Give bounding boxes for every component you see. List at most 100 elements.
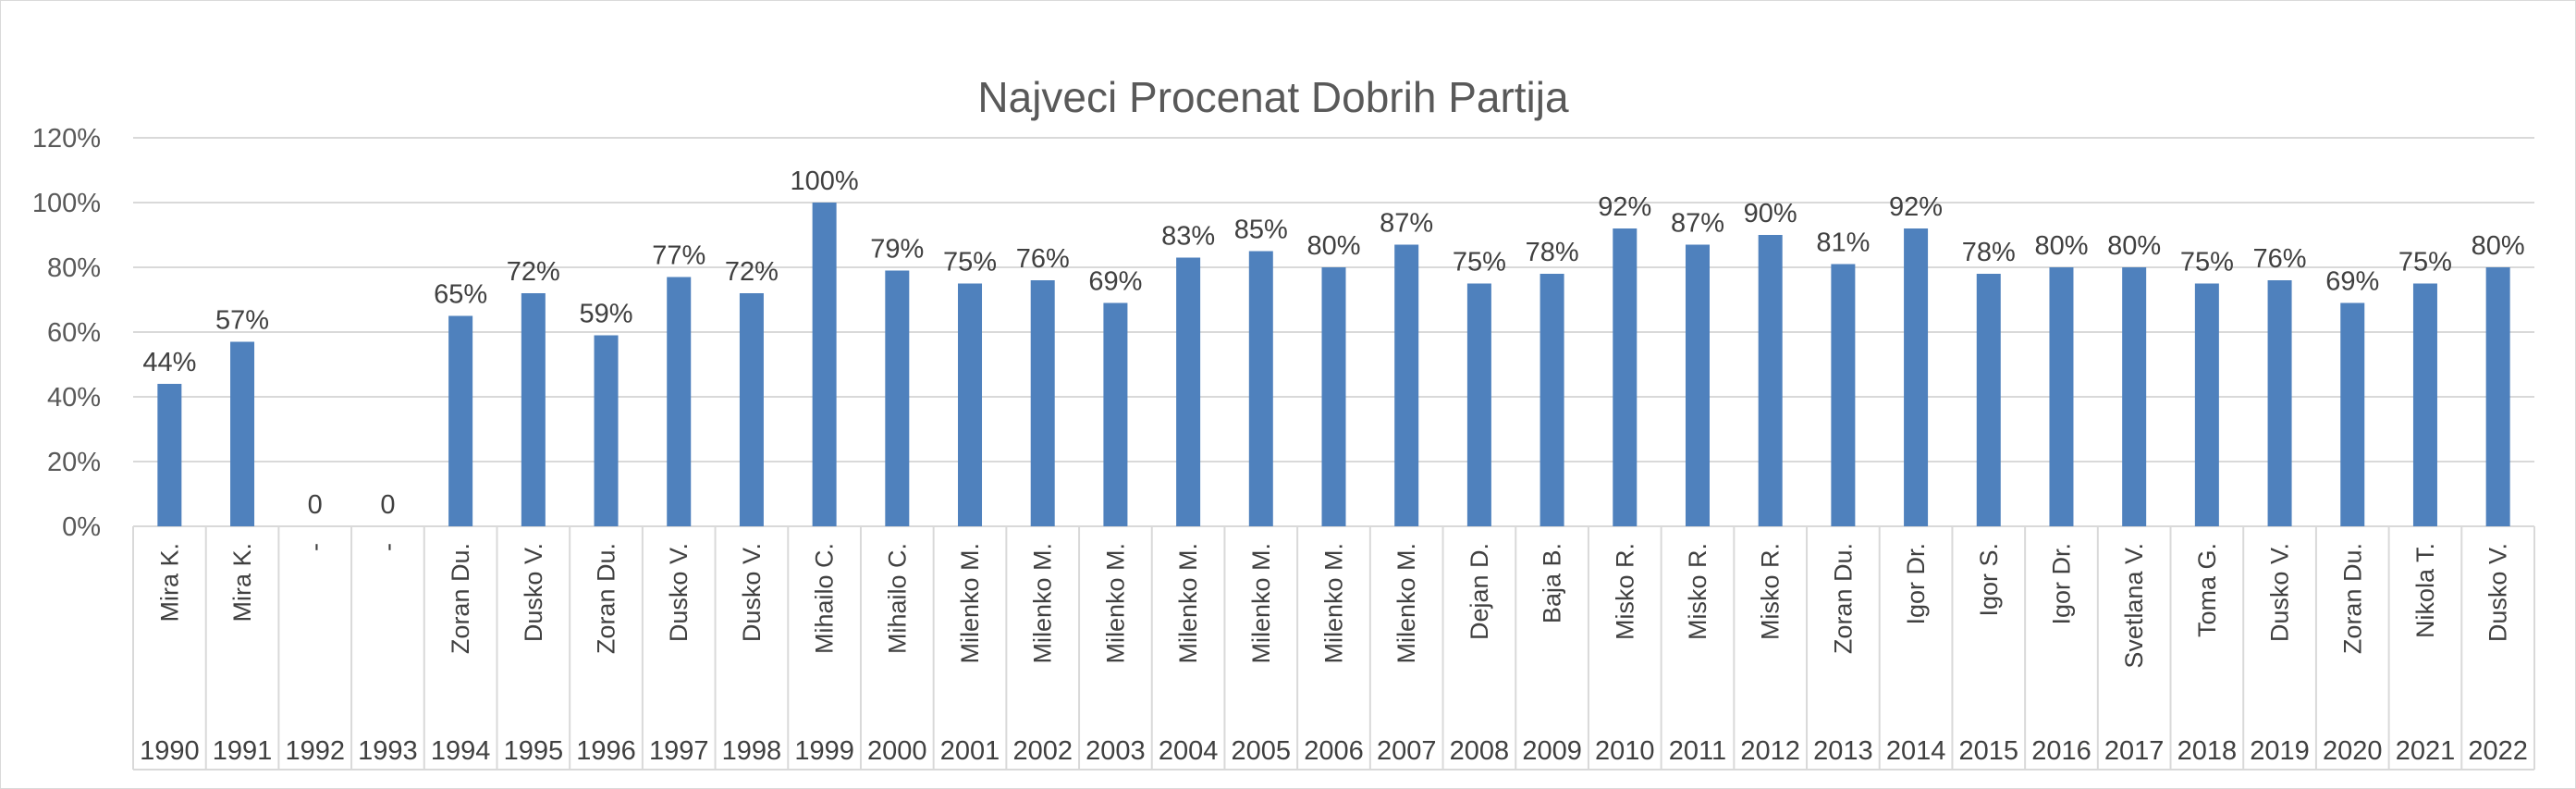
- category-year-label: 2006: [1304, 736, 1364, 766]
- category-name-label: Baja B.: [1539, 543, 1566, 623]
- category-name-label: Dusko V.: [665, 543, 693, 642]
- bar: [521, 293, 546, 526]
- data-label: 72%: [507, 257, 560, 287]
- category-year-label: 2007: [1377, 736, 1437, 766]
- bar: [1613, 228, 1638, 526]
- category-name-label: Igor S.: [1975, 543, 2003, 617]
- category-year-label: 1995: [504, 736, 564, 766]
- y-tick-label: 80%: [47, 253, 101, 283]
- y-tick-label: 100%: [32, 189, 101, 218]
- bar: [1321, 267, 1346, 526]
- bar: [2485, 267, 2510, 526]
- category-name-label: Igor Dr.: [1902, 543, 1930, 625]
- y-axis-ticks: 0% 20% 40% 60% 80% 100% 120%: [32, 124, 101, 542]
- category-name-label: Dusko V.: [2484, 543, 2512, 642]
- bar: [230, 341, 255, 526]
- bar: [1248, 251, 1273, 526]
- category-name-label: Milenko M.: [1392, 543, 1420, 664]
- category-name-label: Igor Dr.: [2047, 543, 2075, 625]
- category-year-label: 2001: [940, 736, 1000, 766]
- category-name-label: Dusko V.: [2266, 543, 2294, 642]
- category-name-label: Misko R.: [1757, 543, 1785, 640]
- category-year-label: 2003: [1086, 736, 1146, 766]
- bar: [2267, 280, 2292, 526]
- category-year-label: 2020: [2323, 736, 2383, 766]
- category-name-label: Zoran Du.: [447, 543, 474, 654]
- data-label: 87%: [1380, 209, 1433, 239]
- category-year-label: 2013: [1813, 736, 1873, 766]
- category-name-label: Milenko M.: [1247, 543, 1275, 664]
- category-year-label: 2002: [1012, 736, 1073, 766]
- data-label: 83%: [1161, 222, 1215, 252]
- category-name-label: Zoran Du.: [2338, 543, 2366, 654]
- data-label: 44%: [142, 348, 196, 377]
- category-name-label: Dusko V.: [520, 543, 547, 642]
- bar: [1030, 280, 1055, 526]
- category-name-label: Zoran Du.: [1829, 543, 1857, 654]
- data-label: 85%: [1234, 216, 1288, 245]
- category-name-label: Toma G.: [2193, 543, 2221, 637]
- data-label: 87%: [1671, 209, 1724, 239]
- data-label: 80%: [2107, 231, 2161, 261]
- data-label: 92%: [1889, 192, 1943, 222]
- bar: [1976, 274, 2001, 526]
- y-tick-label: 20%: [47, 448, 101, 477]
- category-year-label: 2015: [1959, 736, 2019, 766]
- data-label: 80%: [2034, 231, 2088, 261]
- category-name-label: Milenko M.: [1101, 543, 1129, 664]
- category-name-label: Mira K.: [155, 543, 183, 623]
- category-name-label: Milenko M.: [956, 543, 984, 664]
- category-year-label: 2021: [2396, 736, 2456, 766]
- category-name-label: Mira K.: [228, 543, 256, 623]
- data-label: 81%: [1816, 228, 1870, 258]
- category-year-label: 1998: [722, 736, 782, 766]
- bar: [448, 315, 473, 526]
- bar: [594, 335, 619, 526]
- category-name-label: Dusko V.: [738, 543, 766, 642]
- data-label: 57%: [215, 306, 269, 336]
- bar: [2194, 283, 2219, 526]
- category-year-label: 1994: [431, 736, 491, 766]
- category-year-label: 1991: [213, 736, 273, 766]
- category-year-label: 1993: [358, 736, 418, 766]
- bar: [667, 277, 692, 526]
- data-label: 0: [308, 490, 323, 520]
- bar: [885, 270, 910, 526]
- y-tick-label: 120%: [32, 124, 101, 154]
- bar: [2340, 302, 2365, 526]
- category-year-label: 2005: [1232, 736, 1292, 766]
- category-name-label: Milenko M.: [1174, 543, 1202, 664]
- category-year-label: 2014: [1886, 736, 1946, 766]
- bar: [2122, 267, 2147, 526]
- chart-title: Najveci Procenat Dobrih Partija: [977, 73, 1569, 121]
- bar: [157, 384, 182, 526]
- bar: [2049, 267, 2074, 526]
- category-year-label: 1997: [649, 736, 709, 766]
- category-year-label: 2011: [1669, 736, 1726, 766]
- category-name-label: Svetlana V.: [2120, 543, 2148, 669]
- bar: [1685, 244, 1710, 526]
- category-year-label: 2016: [2031, 736, 2091, 766]
- category-name-label: Mihailo C.: [811, 543, 839, 654]
- category-year-label: 2017: [2104, 736, 2165, 766]
- data-label: 80%: [2472, 231, 2525, 261]
- y-tick-label: 40%: [47, 383, 101, 413]
- data-label: 59%: [580, 300, 633, 329]
- category-year-label: 1996: [576, 736, 636, 766]
- data-label: 75%: [1453, 248, 1506, 277]
- bar: [739, 293, 764, 526]
- category-name-label: Zoran Du.: [593, 543, 620, 654]
- data-label: 72%: [725, 257, 779, 287]
- category-year-label: 1999: [794, 736, 854, 766]
- data-label: 80%: [1306, 231, 1360, 261]
- y-tick-label: 0%: [62, 512, 101, 542]
- bar: [1539, 274, 1564, 526]
- data-label: 0: [380, 490, 395, 520]
- bar: [1466, 283, 1491, 526]
- category-name-label: Misko R.: [1611, 543, 1638, 640]
- data-label: 65%: [434, 280, 487, 310]
- category-name-label: Dejan D.: [1466, 543, 1493, 640]
- data-label: 78%: [1526, 238, 1579, 267]
- data-label: 75%: [943, 248, 997, 277]
